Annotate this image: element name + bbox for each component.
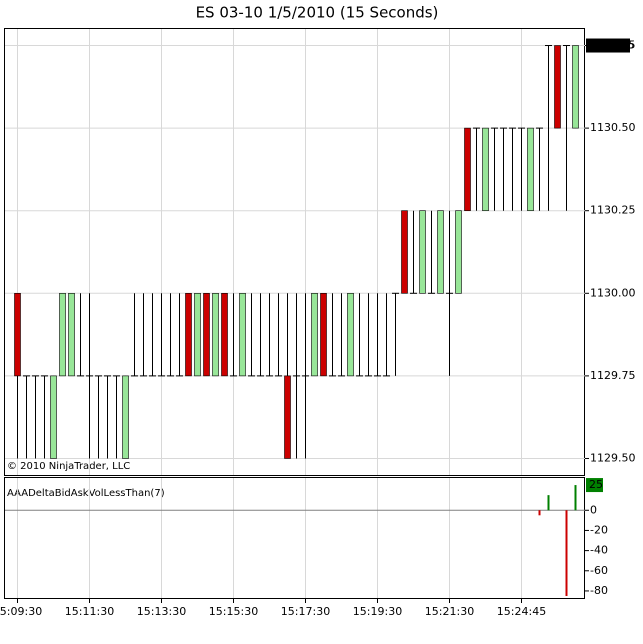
last-value-box xyxy=(586,478,603,493)
candle-body xyxy=(464,127,471,212)
candle-body xyxy=(455,210,462,294)
x-tick-label: 15:24:45 xyxy=(497,605,546,618)
x-tick-label: 15:11:30 xyxy=(65,605,114,618)
candle-body xyxy=(572,45,579,129)
candle-body xyxy=(554,45,561,129)
candle-body xyxy=(122,375,129,459)
candle-body xyxy=(419,210,426,294)
x-tick-label: 15:13:30 xyxy=(137,605,186,618)
x-tick-label: 15:19:30 xyxy=(353,605,402,618)
candle-body xyxy=(239,292,246,377)
candle-body xyxy=(68,292,75,377)
y-tick-label: 1129.75 xyxy=(590,369,636,382)
y-tick-label: 1130.50 xyxy=(590,121,636,134)
x-tick-label: 15:21:30 xyxy=(425,605,474,618)
y-tick-label: -20 xyxy=(590,523,608,536)
candle-body xyxy=(437,210,444,294)
y-tick-label: 1130.00 xyxy=(590,286,636,299)
candle-body xyxy=(50,375,57,459)
candle-body xyxy=(284,375,291,459)
x-tick-label: 15:17:30 xyxy=(281,605,330,618)
candle-body xyxy=(320,292,327,377)
candle-body xyxy=(59,292,66,377)
y-tick-label: -80 xyxy=(590,584,608,597)
candle-body xyxy=(14,292,21,377)
chart-title: ES 03-10 1/5/2010 (15 Seconds) xyxy=(196,4,439,22)
y-tick-label: 1129.50 xyxy=(590,451,636,464)
x-tick-label: 15:15:30 xyxy=(209,605,258,618)
candle-body xyxy=(221,292,228,377)
last-price-box xyxy=(586,38,630,53)
candle-body xyxy=(194,292,201,377)
candle-body xyxy=(482,127,489,212)
candle-body xyxy=(311,292,318,377)
y-tick-label: -60 xyxy=(590,564,608,577)
y-tick-label: 1130.25 xyxy=(590,204,636,217)
x-tick-label: 15:09:30 xyxy=(0,605,42,618)
candle-body xyxy=(401,210,408,294)
copyright: © 2010 NinjaTrader, LLC xyxy=(7,461,130,472)
last-value: 25 xyxy=(589,478,603,491)
candle-body xyxy=(347,292,354,377)
indicator-panel xyxy=(4,477,585,599)
last-price: 1130.75 xyxy=(589,39,635,52)
y-tick-label: -40 xyxy=(590,544,608,557)
candle-body xyxy=(185,292,192,377)
price-panel xyxy=(4,28,585,476)
candle-body xyxy=(212,292,219,377)
y-tick-label: 0 xyxy=(590,503,597,516)
indicator-title: AAADeltaBidAskVolLessThan(7) xyxy=(7,488,165,499)
candle-body xyxy=(527,127,534,212)
candle-body xyxy=(203,292,210,377)
